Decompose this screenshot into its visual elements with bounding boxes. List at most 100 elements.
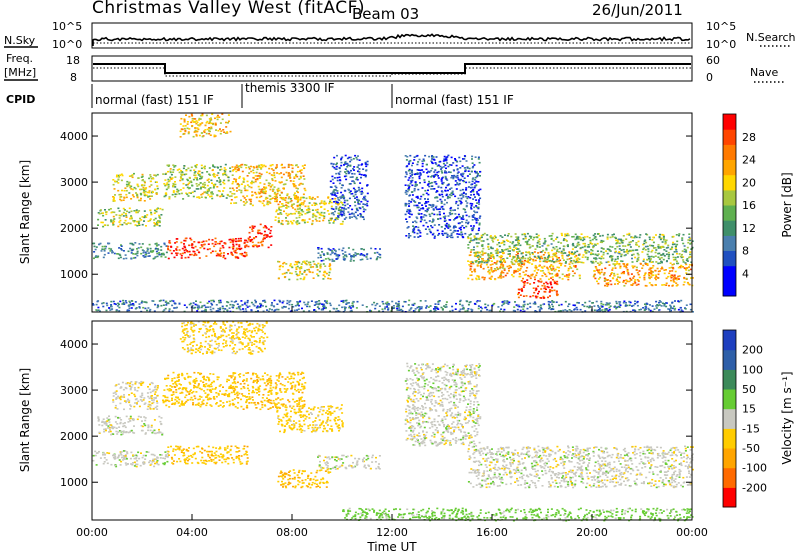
- power-cell-16: [413, 227, 416, 230]
- power-cell-10: [356, 178, 359, 181]
- power-cell-5: [261, 191, 264, 194]
- power-cell-4: [165, 184, 168, 186]
- power-cell-12: [558, 260, 560, 262]
- power-cell-16: [474, 170, 476, 173]
- power-cell-9: [326, 252, 329, 254]
- power-cell-14: [578, 243, 581, 246]
- power-cell-17: [665, 302, 668, 304]
- power-cell-2: [94, 248, 97, 251]
- power-cell-17: [194, 306, 196, 309]
- power-cell-16: [417, 206, 420, 209]
- power-cell-2: [155, 242, 158, 245]
- power-cell-5: [266, 200, 269, 203]
- power-cell-17: [568, 303, 571, 305]
- power-cell-17: [419, 308, 422, 310]
- power-cell-15: [597, 271, 600, 274]
- power-cell-4: [170, 178, 172, 180]
- power-cell-7: [313, 214, 316, 217]
- power-cell-5: [245, 199, 247, 201]
- power-cell-14: [647, 255, 650, 258]
- power-cell-12: [573, 265, 576, 268]
- power-cell-13: [545, 288, 547, 291]
- power-cell-16: [454, 159, 457, 162]
- power-cell-16: [434, 206, 437, 209]
- power-cell-16: [428, 180, 430, 183]
- power-cell-14: [577, 241, 580, 244]
- power-cell-7: [276, 198, 279, 201]
- power-cell-9: [361, 254, 364, 256]
- power-cell-15: [648, 277, 651, 280]
- power-cell-17: [303, 301, 306, 304]
- power-cell-15: [652, 265, 655, 267]
- power-cell-14: [662, 252, 665, 255]
- power-cell-15: [683, 276, 686, 279]
- power-cell-4: [213, 173, 216, 176]
- power-cell-16: [468, 181, 471, 184]
- power-cell-15: [651, 274, 654, 277]
- power-cell-14: [505, 239, 508, 242]
- power-cell-4: [229, 187, 232, 190]
- power-cell-0: [155, 210, 158, 213]
- power-cell-7: [329, 199, 332, 201]
- power-cell-14: [560, 250, 563, 253]
- power-cell-14: [631, 261, 634, 263]
- power-cell-7: [294, 196, 297, 198]
- power-cell-3: [211, 239, 214, 241]
- power-cell-12: [547, 268, 550, 271]
- power-cell-3: [180, 241, 183, 244]
- power-cell-14: [592, 253, 594, 255]
- power-cell-16: [432, 174, 435, 177]
- power-cell-16: [461, 175, 464, 178]
- power-cell-17: [197, 305, 200, 308]
- power-cell-16: [416, 173, 419, 175]
- power-cell-4: [191, 184, 194, 187]
- power-cell-8: [329, 278, 332, 280]
- power-cell-1: [130, 198, 133, 200]
- power-cell-11: [197, 128, 200, 131]
- power-cell-12: [535, 266, 538, 269]
- power-cell-10: [351, 176, 354, 178]
- power-cell-10: [348, 217, 351, 219]
- power-cell-14: [531, 252, 534, 254]
- power-cell-12: [483, 278, 486, 281]
- power-cell-10: [341, 214, 343, 217]
- power-cell-3: [168, 240, 171, 242]
- power-cell-14: [683, 250, 686, 253]
- power-cell-3: [239, 237, 242, 240]
- power-cell-17: [185, 306, 188, 309]
- power-cell-16: [416, 154, 419, 157]
- power-cell-12: [470, 274, 473, 276]
- power-cell-17: [252, 303, 255, 306]
- power-cell-16: [473, 193, 475, 196]
- power-cell-1: [129, 186, 132, 189]
- power-cell-14: [594, 258, 597, 260]
- power-cell-17: [210, 302, 213, 305]
- power-cell-14: [601, 241, 604, 244]
- power-cell-14: [526, 240, 529, 243]
- power-cell-17: [240, 300, 243, 302]
- power-cell-5: [263, 164, 266, 167]
- power-cell-7: [280, 203, 283, 205]
- power-cell-16: [410, 181, 413, 183]
- power-cell-4: [212, 183, 215, 186]
- power-cell-11: [186, 127, 189, 130]
- power-cell-3: [193, 241, 196, 243]
- power-cell-14: [592, 260, 595, 263]
- power-cell-5: [287, 164, 290, 167]
- power-cell-14: [480, 240, 483, 242]
- power-cell-17: [501, 304, 504, 307]
- power-cell-4: [189, 169, 192, 172]
- power-cell-16: [419, 182, 421, 184]
- power-cell-12: [522, 252, 524, 254]
- power-cell-5: [264, 198, 267, 200]
- power-cell-16: [471, 186, 474, 189]
- power-cell-12: [572, 275, 575, 277]
- power-cell-15: [596, 280, 598, 283]
- power-cell-16: [415, 216, 418, 218]
- power-cell-9: [322, 259, 325, 262]
- power-cell-14: [663, 249, 666, 251]
- power-cell-12: [553, 269, 556, 272]
- power-cell-14: [512, 257, 515, 259]
- power-cell-4: [202, 183, 204, 185]
- power-cell-15: [675, 285, 678, 287]
